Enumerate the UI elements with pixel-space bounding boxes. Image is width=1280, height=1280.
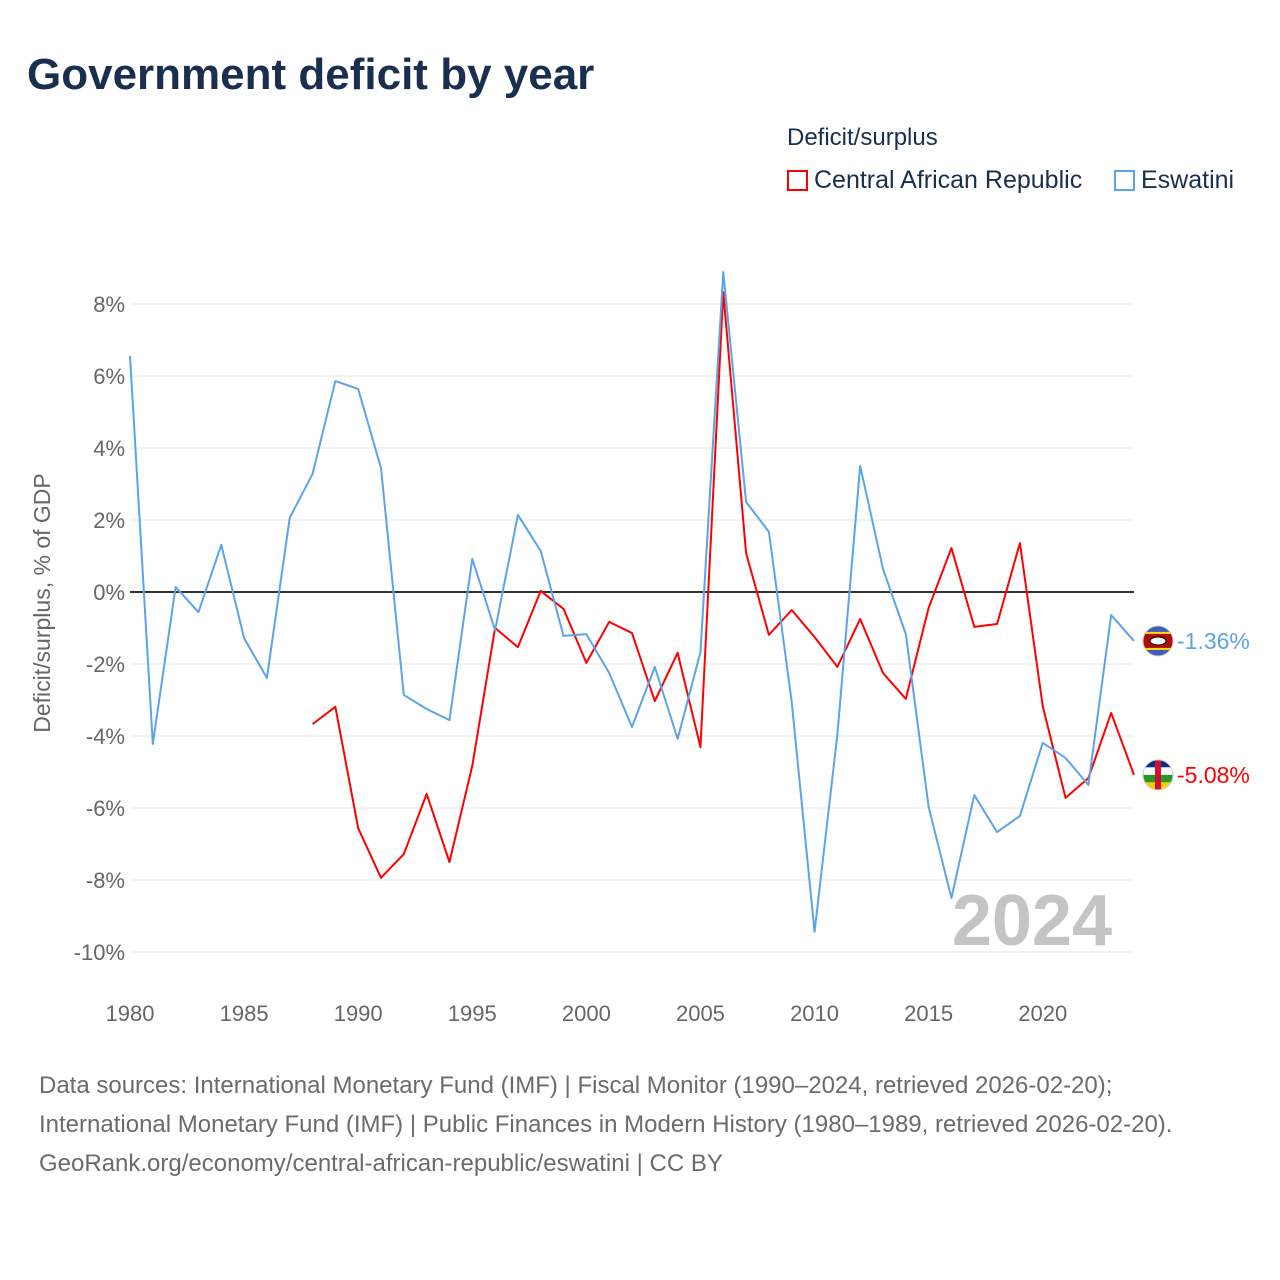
x-tick-label: 1985 bbox=[220, 1001, 269, 1026]
y-tick-label: -8% bbox=[86, 868, 125, 893]
source-link[interactable]: GeoRank.org/economy/central-african-repu… bbox=[39, 1150, 723, 1177]
flag-border bbox=[1142, 759, 1174, 791]
y-tick-label: 8% bbox=[93, 292, 125, 317]
flag-stripe bbox=[1143, 647, 1173, 650]
y-tick-label: -10% bbox=[74, 940, 125, 965]
legend-label-eswatini: Eswatini bbox=[1141, 166, 1235, 194]
legend-swatch-eswatini bbox=[1114, 170, 1135, 191]
year-watermark: 2024 bbox=[952, 881, 1112, 961]
end-value-label: -1.36% bbox=[1177, 628, 1250, 654]
x-tick-label: 1990 bbox=[334, 1001, 383, 1026]
legend-item-car[interactable]: Central African Republic bbox=[787, 166, 1082, 195]
legend-swatch-car bbox=[787, 170, 808, 191]
legend-title: Deficit/surplus bbox=[787, 124, 938, 151]
y-axis-label: Deficit/surplus, % of GDP bbox=[29, 473, 55, 732]
y-tick-label: 0% bbox=[93, 580, 125, 605]
central-african-republic-flag-icon bbox=[1142, 759, 1174, 791]
legend-item-eswatini[interactable]: Eswatini bbox=[1114, 166, 1234, 195]
flag-body bbox=[1143, 759, 1173, 790]
y-tick-label: 4% bbox=[93, 436, 125, 461]
x-tick-label: 2010 bbox=[790, 1001, 839, 1026]
flag-border bbox=[1142, 625, 1174, 657]
chart-area: 8% 6% 4% 2% 0% -2% -4% -6% -8% -10% 1980 1985 1990 19… bbox=[29, 270, 1250, 1026]
data-sources: Data sources: International Monetary Fun… bbox=[39, 1072, 1173, 1138]
legend-label-car: Central African Republic bbox=[814, 166, 1083, 194]
flag-stripe bbox=[1143, 625, 1173, 632]
footer: Data sources: International Monetary Fun… bbox=[39, 1066, 1239, 1183]
y-tick-label: -4% bbox=[86, 724, 125, 749]
y-tick-label: 6% bbox=[93, 364, 125, 389]
flag-body bbox=[1143, 625, 1173, 656]
x-tick-label: 2005 bbox=[676, 1001, 725, 1026]
end-value-label: -5.08% bbox=[1177, 762, 1250, 788]
flag-stripe bbox=[1143, 649, 1173, 656]
y-tick-label: -2% bbox=[86, 652, 125, 677]
flag-stripe bbox=[1143, 631, 1173, 634]
x-tick-label: 1980 bbox=[106, 1001, 155, 1026]
x-tick-label: 1995 bbox=[448, 1001, 497, 1026]
flag-shield bbox=[1149, 636, 1167, 646]
eswatini-flag-icon bbox=[1142, 625, 1174, 657]
x-tick-label: 2000 bbox=[562, 1001, 611, 1026]
x-tick-label: 2020 bbox=[1018, 1001, 1067, 1026]
series-line-central-african-republic bbox=[311, 291, 1135, 879]
x-tick-label: 2015 bbox=[904, 1001, 953, 1026]
series-line-eswatini bbox=[129, 270, 1135, 933]
flag-stripe bbox=[1155, 759, 1161, 790]
y-tick-label: 2% bbox=[93, 508, 125, 533]
y-tick-label: -6% bbox=[86, 796, 125, 821]
chart-title: Government deficit by year bbox=[27, 50, 595, 99]
